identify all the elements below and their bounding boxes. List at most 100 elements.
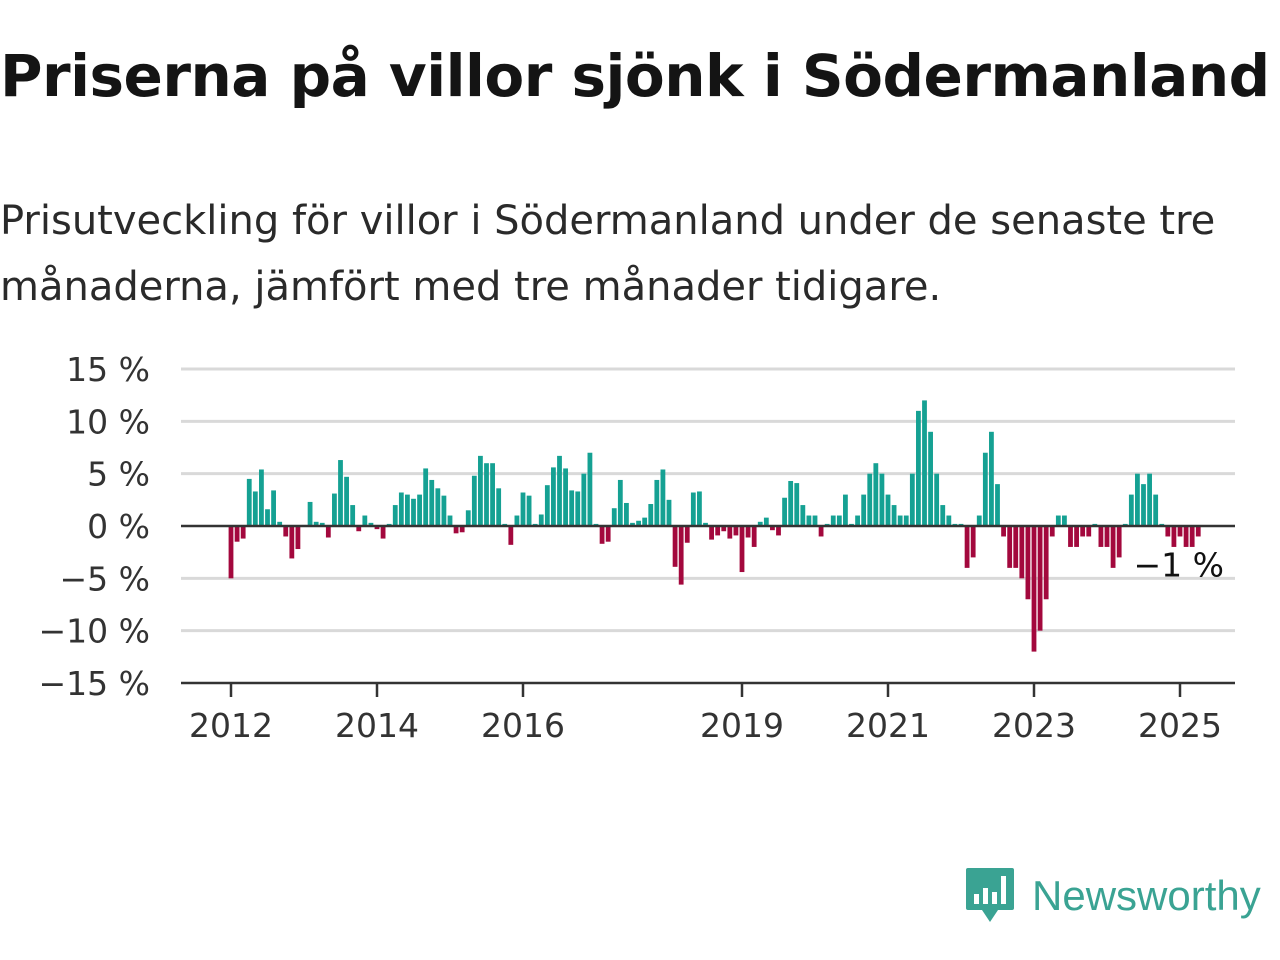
bar	[909, 473, 915, 526]
bar	[867, 473, 873, 526]
bar	[356, 526, 362, 532]
bar	[453, 526, 459, 534]
bar	[897, 515, 903, 526]
bar	[733, 526, 739, 536]
bar	[861, 494, 867, 526]
y-tick-label: −15 %	[39, 664, 151, 703]
gridlines	[181, 367, 1235, 633]
bar	[934, 473, 940, 526]
bar	[940, 505, 946, 526]
bar	[916, 410, 921, 526]
y-tick-label: −5 %	[60, 559, 151, 598]
bar	[1135, 473, 1140, 526]
bar	[976, 515, 982, 526]
y-tick-label: −10 %	[39, 612, 151, 651]
x-tick-label: 2021	[846, 706, 930, 745]
bar	[423, 468, 429, 526]
bar	[1013, 526, 1019, 568]
bar	[271, 490, 276, 526]
bar	[721, 526, 727, 532]
bar	[879, 473, 885, 526]
bar	[763, 517, 769, 526]
bar	[240, 526, 246, 539]
bar	[624, 502, 629, 526]
bar	[690, 492, 696, 526]
bar	[995, 484, 1000, 526]
bar	[697, 491, 702, 526]
bar	[1128, 494, 1134, 526]
bar	[344, 476, 349, 526]
bar	[411, 498, 416, 526]
newsworthy-logo-icon	[966, 868, 1014, 922]
bar	[295, 526, 301, 550]
bar	[575, 491, 581, 526]
bar	[636, 520, 641, 526]
bar	[818, 526, 824, 537]
bar	[435, 488, 441, 526]
bar	[307, 501, 313, 526]
bar	[745, 526, 751, 538]
bar	[332, 493, 337, 526]
bar	[1080, 526, 1086, 537]
bar	[325, 526, 331, 538]
bar	[520, 492, 526, 526]
bar	[398, 492, 404, 526]
x-tick-label: 2016	[481, 706, 565, 745]
bar	[1177, 526, 1183, 537]
bar	[611, 508, 617, 526]
bar	[739, 526, 745, 573]
x-tick-label: 2012	[189, 706, 273, 745]
bar	[1068, 526, 1073, 547]
bar	[605, 526, 611, 542]
bar	[1074, 526, 1079, 547]
bar	[806, 515, 812, 526]
bar	[1031, 526, 1037, 652]
chart-title: Priserna på villor sjönk i Södermanland	[0, 42, 1270, 110]
bar	[484, 463, 489, 526]
bar	[380, 526, 386, 539]
bar	[538, 514, 544, 526]
bar	[903, 515, 909, 526]
y-tick-label: 0 %	[87, 507, 150, 546]
y-tick-label: 10 %	[66, 402, 150, 441]
bar	[319, 522, 325, 526]
bar	[1098, 526, 1104, 547]
bar	[1165, 526, 1171, 537]
x-tick-label: 2019	[700, 706, 784, 745]
x-tick-label: 2014	[335, 706, 419, 745]
bar	[587, 452, 593, 526]
bar	[855, 515, 860, 526]
bar	[654, 479, 660, 526]
bar	[788, 480, 794, 526]
y-tick-label: 5 %	[87, 455, 150, 494]
y-tick-label: 15 %	[66, 350, 150, 389]
bar	[362, 515, 368, 526]
bar	[709, 526, 714, 540]
bar	[800, 505, 806, 526]
bar	[459, 526, 465, 533]
bar	[922, 400, 927, 526]
bar	[757, 521, 763, 526]
bar	[666, 499, 672, 526]
x-axis: 2012 2014 2016 2019 2021 2023 2025	[181, 681, 1235, 745]
bar	[776, 526, 781, 536]
bar	[885, 494, 891, 526]
bar	[684, 526, 690, 543]
bar	[563, 468, 568, 526]
bar	[1189, 526, 1195, 547]
bar	[289, 526, 295, 559]
chart-subtitle: Prisutveckling för villor i Södermanland…	[0, 198, 1216, 310]
bar	[812, 515, 818, 526]
bar	[617, 479, 623, 526]
bar	[234, 526, 240, 542]
bar	[1037, 526, 1043, 631]
bar	[478, 455, 483, 526]
bar	[1116, 526, 1122, 558]
brand-name: Newsworthy	[1032, 872, 1261, 919]
bar	[465, 510, 471, 526]
bar	[678, 526, 684, 585]
bar	[429, 479, 435, 526]
bar	[727, 526, 733, 539]
bar	[1183, 526, 1189, 547]
bar	[672, 526, 678, 567]
